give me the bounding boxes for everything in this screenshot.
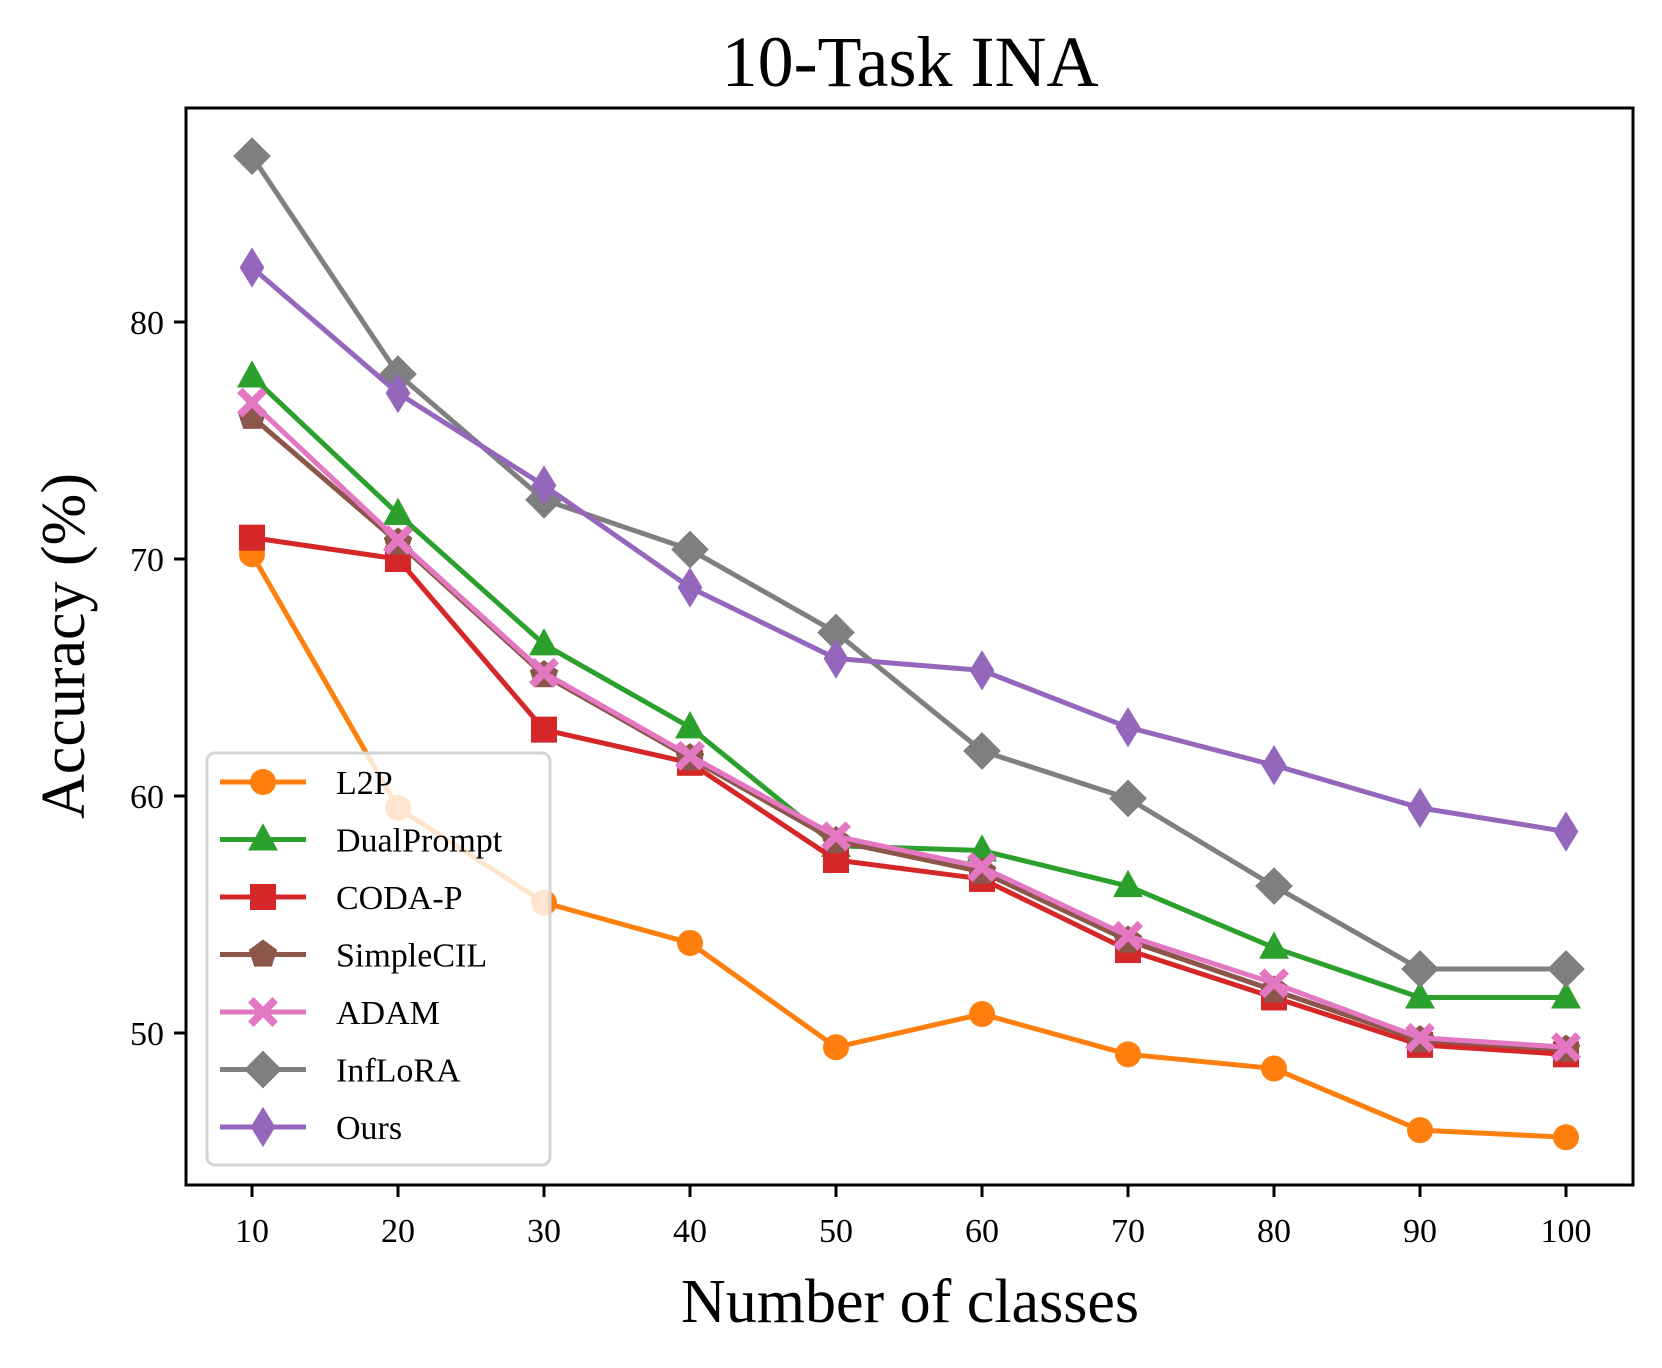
legend-item-coda-p: CODA-P — [220, 880, 463, 917]
data-point-inflora — [1109, 779, 1147, 818]
x-tick-label: 40 — [673, 1213, 707, 1250]
data-point-l2p — [823, 1034, 849, 1061]
data-point-dualprompt — [1405, 981, 1435, 1009]
y-tick-label: 70 — [130, 542, 164, 579]
data-point-inflora — [233, 137, 271, 175]
data-point-ours — [1553, 811, 1579, 852]
x-axis: 10 20 30 40 50 60 70 80 90 100 — [235, 1185, 1592, 1250]
legend-label: L2P — [336, 765, 393, 802]
data-point-adam — [237, 387, 267, 418]
x-tick-label: 90 — [1403, 1213, 1437, 1250]
legend-label: SimpleCIL — [336, 938, 487, 975]
data-point-l2p — [1115, 1041, 1141, 1068]
data-point-adam — [1259, 968, 1289, 999]
data-point-adam — [675, 740, 705, 771]
data-point-l2p — [1407, 1117, 1433, 1144]
legend-item-dualprompt: DualPrompt — [220, 823, 503, 860]
data-point-adam — [821, 821, 851, 852]
data-point-adam — [1405, 1022, 1435, 1053]
y-tick-label: 80 — [130, 305, 164, 342]
data-point-ours — [385, 372, 411, 414]
data-point-dualprompt — [675, 711, 705, 739]
legend-item-ours: Ours — [220, 1106, 402, 1148]
data-point-adam — [529, 657, 559, 688]
data-point-l2p — [1261, 1055, 1287, 1082]
legend-label: InfLoRA — [336, 1053, 461, 1090]
data-point-inflora — [817, 613, 855, 652]
data-point-dualprompt — [529, 628, 559, 656]
legend-item-l2p: L2P — [220, 765, 393, 802]
y-axis: 50 60 70 80 — [130, 305, 186, 1053]
x-tick-label: 100 — [1541, 1213, 1592, 1250]
x-tick-label: 70 — [1111, 1213, 1145, 1250]
data-point-adam — [1551, 1032, 1581, 1063]
data-point-ours — [1261, 745, 1287, 786]
legend-label: Ours — [336, 1110, 402, 1147]
legend-marker-ours — [250, 1106, 276, 1148]
x-tick-label: 50 — [819, 1213, 853, 1250]
data-point-inflora — [1547, 950, 1585, 988]
data-point-inflora — [1255, 867, 1293, 905]
series-line-ours — [250, 265, 1567, 835]
data-point-dualprompt — [383, 497, 413, 526]
plot-frame — [184, 106, 1635, 1187]
data-point-ours — [969, 650, 995, 691]
legend-marker-l2p — [250, 769, 276, 795]
legend-marker-dualprompt — [248, 823, 278, 851]
data-point-adam — [967, 852, 997, 883]
legend-label: DualPrompt — [336, 823, 503, 860]
x-tick-label: 10 — [235, 1213, 269, 1250]
data-point-l2p — [1553, 1124, 1579, 1151]
data-point-ours — [531, 465, 557, 506]
legend-item-simplecil: SimpleCIL — [220, 938, 487, 975]
y-tick-label: 60 — [130, 779, 164, 816]
legend-item-adam: ADAM — [220, 995, 440, 1032]
legend-item-inflora: InfLoRA — [220, 1050, 461, 1090]
legend-marker-coda-p — [250, 884, 276, 910]
series-adam — [237, 387, 1581, 1063]
data-point-inflora — [671, 530, 709, 569]
data-point-ours — [1407, 787, 1433, 828]
legend-label: CODA-P — [336, 880, 463, 917]
legend-marker-simplecil — [248, 939, 278, 967]
data-point-ours — [823, 638, 849, 679]
legend-label: ADAM — [336, 995, 440, 1032]
legend-box — [205, 751, 552, 1167]
data-point-dualprompt — [237, 360, 267, 388]
data-point-l2p — [969, 1001, 995, 1028]
data-point-l2p — [677, 929, 703, 956]
x-tick-label: 60 — [965, 1213, 999, 1250]
data-point-inflora — [963, 732, 1001, 770]
chart-title: 10-Task INA — [722, 22, 1099, 102]
series-line-dualprompt — [250, 374, 1566, 1000]
data-point-coda-p — [239, 524, 265, 551]
data-point-inflora — [1401, 950, 1439, 988]
data-point-ours — [677, 567, 703, 608]
series-line-adam — [250, 400, 1567, 1050]
y-axis-label: Accuracy (%) — [30, 473, 98, 819]
plot-area — [233, 137, 1585, 1151]
x-tick-label: 80 — [1257, 1213, 1291, 1250]
series-ours — [239, 247, 1579, 852]
legend-marker-adam — [248, 997, 278, 1027]
data-point-dualprompt — [1259, 931, 1289, 959]
data-point-dualprompt — [1551, 981, 1581, 1009]
data-point-ours — [239, 247, 265, 288]
legend-marker-inflora — [244, 1050, 282, 1089]
x-tick-label: 30 — [527, 1213, 561, 1250]
x-axis-label: Number of classes — [681, 1268, 1139, 1336]
data-point-adam — [1113, 920, 1143, 951]
data-point-ours — [1115, 707, 1141, 748]
data-point-dualprompt — [1113, 869, 1143, 898]
data-point-adam — [383, 525, 413, 555]
x-tick-label: 20 — [381, 1213, 415, 1250]
y-tick-label: 50 — [130, 1016, 164, 1053]
series-line-coda-p — [251, 535, 1567, 1057]
legend: L2P DualPrompt CODA-P SimpleCIL ADAM InfLoRA O… — [205, 751, 552, 1167]
data-point-coda-p — [531, 716, 557, 743]
